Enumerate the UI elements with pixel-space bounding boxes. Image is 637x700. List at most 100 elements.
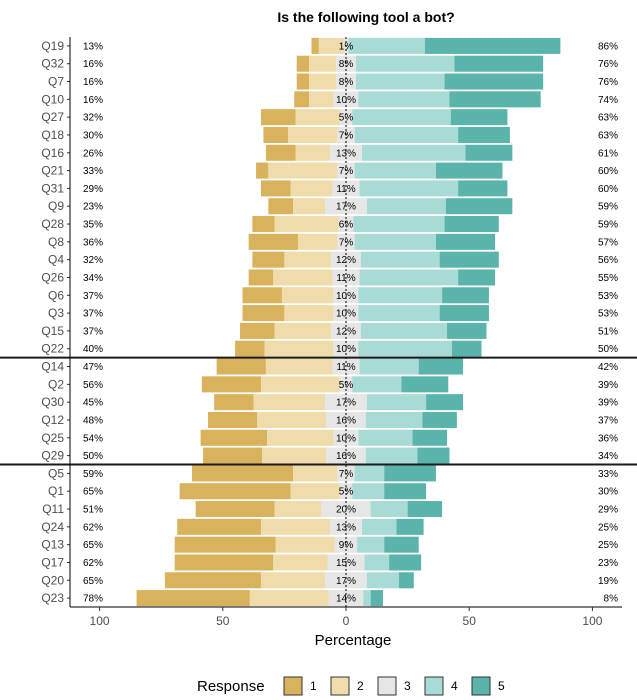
right-percent-Q25: 36% [598, 433, 618, 444]
middle-percent-Q4: 12% [336, 255, 356, 266]
bar-Q19-response-1 [311, 37, 319, 54]
bar-Q12-response-5 [422, 411, 457, 428]
bar-Q10-response-4 [358, 91, 450, 108]
legend-swatch-3 [377, 676, 397, 696]
middle-percent-Q23: 14% [336, 594, 356, 605]
bar-Q4-response-4 [360, 251, 440, 268]
bar-Q13-response-1 [174, 536, 276, 553]
bar-Q16-response-2 [295, 144, 330, 161]
right-percent-Q17: 23% [598, 558, 618, 569]
left-percent-Q20: 65% [83, 576, 103, 587]
left-percent-Q29: 50% [83, 451, 103, 462]
bar-Q8-response-1 [248, 233, 298, 250]
bar-Q13-response-4 [357, 536, 385, 553]
left-percent-Q4: 32% [83, 255, 103, 266]
middle-percent-Q32: 8% [339, 59, 354, 70]
bar-Q5-response-1 [191, 465, 294, 482]
y-tick-label: Q9 [48, 199, 64, 213]
bar-Q15-response-1 [240, 322, 275, 339]
bar-Q2-response-4 [352, 376, 402, 393]
middle-percent-Q3: 10% [336, 309, 356, 320]
bar-Q27-response-2 [295, 109, 340, 126]
y-tick-label: Q32 [41, 57, 64, 71]
left-percent-Q5: 59% [83, 469, 103, 480]
right-percent-Q32: 76% [598, 59, 618, 70]
bar-Q32-response-5 [454, 55, 544, 72]
bar-Q31-response-4 [359, 180, 459, 197]
bar-Q11-response-5 [407, 501, 443, 518]
bar-Q20-response-2 [260, 572, 326, 589]
middle-percent-Q1: 5% [339, 487, 354, 498]
bar-Q1-response-2 [290, 483, 340, 500]
bar-Q15-response-4 [360, 322, 448, 339]
middle-percent-Q19: 1% [339, 41, 354, 52]
bar-Q9-response-2 [293, 198, 326, 215]
bar-Q14-response-2 [265, 358, 333, 375]
bar-Q17-response-2 [273, 554, 328, 571]
bar-Q19-response-4 [348, 37, 425, 54]
bar-Q12-response-4 [365, 411, 423, 428]
bar-Q6-response-2 [281, 287, 334, 304]
right-percent-Q13: 25% [598, 540, 618, 551]
y-tick-label: Q21 [41, 164, 64, 178]
y-tick-label: Q26 [41, 270, 64, 284]
bar-Q32-response-4 [355, 55, 455, 72]
bar-Q13-response-2 [275, 536, 335, 553]
bar-Q22-response-3 [333, 340, 359, 357]
bar-Q4-response-1 [252, 251, 285, 268]
y-tick-label: Q1 [48, 484, 64, 498]
bar-Q6-response-1 [242, 287, 282, 304]
bar-Q16-response-5 [465, 144, 513, 161]
bar-Q19-response-2 [318, 37, 344, 54]
right-percent-Q1: 30% [598, 487, 618, 498]
left-percent-Q11: 51% [83, 505, 103, 516]
bar-Q26-response-2 [273, 269, 333, 286]
middle-percent-Q17: 15% [336, 558, 356, 569]
bar-Q30-response-1 [214, 394, 254, 411]
bar-Q21-response-1 [256, 162, 269, 179]
bar-Q26-response-1 [248, 269, 274, 286]
legend-swatch-5 [471, 676, 491, 696]
left-percent-Q23: 78% [83, 594, 103, 605]
legend-label-5: 5 [498, 679, 505, 693]
left-percent-Q22: 40% [83, 344, 103, 355]
bar-Q18-response-4 [354, 126, 459, 143]
bar-Q32-response-1 [296, 55, 310, 72]
bar-Q31-response-3 [332, 180, 360, 197]
bar-Q3-response-4 [358, 305, 440, 322]
right-percent-Q2: 39% [598, 380, 618, 391]
middle-percent-Q31: 11% [336, 184, 355, 195]
middle-percent-Q16: 13% [336, 148, 356, 159]
bar-Q32-response-3 [336, 55, 356, 72]
bar-Q11-response-2 [274, 501, 322, 518]
bar-Q29-response-5 [417, 447, 450, 464]
x-tick-label: 100 [90, 614, 110, 628]
bar-Q17-response-1 [174, 554, 274, 571]
left-percent-Q24: 62% [83, 522, 103, 533]
bar-Q25-response-1 [200, 429, 268, 446]
bar-Q6-response-5 [442, 287, 489, 304]
bar-Q22-response-2 [264, 340, 334, 357]
bar-Q12-response-1 [208, 411, 258, 428]
y-tick-label: Q13 [41, 538, 64, 552]
y-tick-label: Q23 [41, 591, 64, 605]
bar-Q15-response-2 [274, 322, 332, 339]
legend-swatch-4 [424, 676, 444, 696]
bar-Q17-response-5 [389, 554, 422, 571]
bar-Q18-response-5 [458, 126, 510, 143]
bar-Q14-response-4 [359, 358, 419, 375]
middle-percent-Q25: 10% [336, 433, 356, 444]
right-percent-Q4: 56% [598, 255, 618, 266]
x-tick-label: 50 [216, 614, 230, 628]
y-axis: Q19 Q32 Q7 Q10 Q27 Q18 Q16 Q21 Q31 Q9 Q28 Q8 Q4 Q26 Q6… [41, 37, 71, 607]
left-percent-Q31: 29% [83, 184, 103, 195]
y-tick-label: Q29 [41, 449, 64, 463]
left-percent-Q3: 37% [83, 309, 103, 320]
bar-Q5-response-5 [384, 465, 436, 482]
right-percent-Q26: 55% [598, 273, 618, 284]
left-percent-Q21: 33% [83, 166, 103, 177]
bar-Q2-response-2 [260, 376, 340, 393]
bar-Q10-response-1 [294, 91, 310, 108]
bar-Q4-response-2 [284, 251, 332, 268]
right-percent-Q28: 59% [598, 220, 618, 231]
